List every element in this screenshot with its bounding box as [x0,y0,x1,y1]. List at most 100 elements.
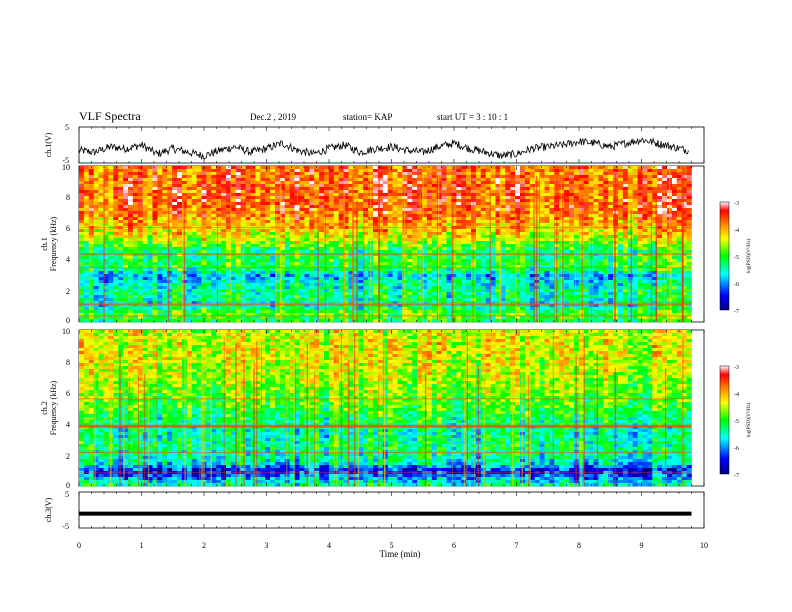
ch1-spectrogram-cell [578,205,584,209]
ch1-spectrogram-cell [456,229,462,233]
ch1-spectrogram-cell [142,268,148,272]
ch1-spectrogram-cell [637,271,643,275]
ch1-spectrogram-cell [275,199,281,203]
ch1-spectrogram-cell [603,247,609,251]
ch1-spectrogram-cell [147,202,153,206]
ch1-spectrogram-cell [573,244,580,248]
ch1-spectrogram-cell [309,235,315,239]
ch1-spectrogram-cell [480,199,486,203]
ch1-spectrogram-cell [113,265,119,269]
ch1-spectrogram-cell [647,172,653,176]
ch1-spectrogram-cell [167,211,173,215]
ch1-spectrogram-cell [564,232,570,236]
ch1-spectrogram-cell [642,223,648,227]
ch1-spectrogram-cell [510,190,516,194]
ch1-spectrogram-cell [539,235,545,239]
ch1-spectrogram-cell [490,193,496,197]
ch1-spectrogram-cell [245,178,251,182]
ch1-spectrogram-cell [549,175,555,179]
ch1-spectrogram-cell [186,190,192,194]
ch1-spectrogram-cell [490,208,496,212]
ch1-spectrogram-cell [446,229,452,233]
ch1-spectrogram-cell [353,241,359,245]
ch1-spectrogram-cell [471,262,477,266]
ch1-spectrogram-cell [118,187,124,191]
ch1-spectrogram-cell [79,184,85,188]
ch1-spectrogram-cell [314,181,320,185]
ch1-spectrogram-cell [441,175,447,179]
ch1-spectrogram-cell [422,271,428,275]
ch1-spectrogram-cell [475,244,482,248]
ch1-spectrogram-cell [686,244,692,248]
ch1-spectrogram-cell [392,259,398,263]
ch1-spectrogram-cell [485,217,491,221]
ch1-spectrogram-cell [270,274,276,278]
ch1-spectrogram-cell [520,172,526,176]
ch1-spectrogram-cell [412,196,418,200]
ch1-spectrogram-cell [279,205,286,209]
ch1-spectrogram-cell [431,208,437,212]
ch1-spectrogram-cell [569,232,575,236]
ch1-spectrogram-cell [397,229,403,233]
ch1-spectrogram-cell [676,274,682,278]
ch1-spectrogram-cell [216,277,222,281]
ch1-spectrogram-cell [142,238,148,242]
ch1-spectrogram-cell [505,199,511,203]
ch1-spectrogram-cell [515,241,521,245]
ch1-spectrogram-cell [177,202,183,206]
ch1-spectrogram-cell [363,274,369,278]
ch1-spectrogram-cell [118,202,124,206]
ch1-spectrogram-cell [377,247,384,251]
ch1-spectrogram-cell [475,175,482,179]
ch1-spectrogram-cell [333,175,339,179]
ch1-spectrogram-cell [524,268,531,272]
ch1-spectrogram-cell [289,220,295,224]
ch1-spectrogram-cell [637,187,643,191]
ch1-spectrogram-cell [632,181,638,185]
ch1-spectrogram-cell [275,181,281,185]
ch1-spectrogram-cell [520,190,526,194]
ch1-spectrogram-cell [206,268,212,272]
ch1-spectrogram-cell [108,172,114,176]
ch1-spectrogram-cell [412,238,418,242]
ch1-spectrogram-cell [245,181,251,185]
ch1-spectrogram-cell [338,262,344,266]
ch1-spectrogram-cell [500,250,506,254]
ch1-spectrogram-cell [152,277,158,281]
ch1-spectrogram-cell [191,169,197,173]
ch1-spectrogram-cell [642,235,648,239]
ch1-spectrogram-cell [422,247,428,251]
ch1-spectrogram-cell [221,178,227,182]
ch1-spectrogram-cell [475,178,482,182]
ch1-spectrogram-cell [172,259,178,263]
ch1-spectrogram-cell [515,229,521,233]
ch1-spectrogram-cell [324,178,330,182]
ch1-spectrogram-cell [191,235,197,239]
ch1-spectrogram-cell [363,277,369,281]
ch1-spectrogram-cell [490,271,496,275]
ch1-spectrogram-cell [206,208,212,212]
ch1-spectrogram-cell [270,271,276,275]
ch1-spectrogram-cell [328,277,335,281]
ch1-spectrogram-cell [93,202,99,206]
ch1-spectrogram-cell [564,247,570,251]
ch1-spectrogram-cell [446,187,452,191]
ch1-spectrogram-cell [128,232,134,236]
ch1-spectrogram-cell [529,268,535,272]
ch1-spectrogram-cell [573,187,580,191]
ch1-spectrogram-cell [485,202,491,206]
ch1-spectrogram-cell [392,256,398,260]
ch1-spectrogram-cell [118,175,124,179]
ch1-spectrogram-cell [226,232,232,236]
ch1-spectrogram-cell [191,280,197,284]
ch1-spectrogram-cell [671,187,678,191]
ch1-spectrogram-cell [128,175,134,179]
ch1-spectrogram-cell [83,244,90,248]
ch1-spectrogram-cell [490,232,496,236]
ch1-spectrogram-cell [544,178,550,182]
ch1-spectrogram-cell [108,244,114,248]
ch1-spectrogram-cell [446,175,452,179]
ch1-spectrogram-cell [358,229,364,233]
ch1-spectrogram-cell [167,208,173,212]
ch1-spectrogram-cell [412,217,418,221]
